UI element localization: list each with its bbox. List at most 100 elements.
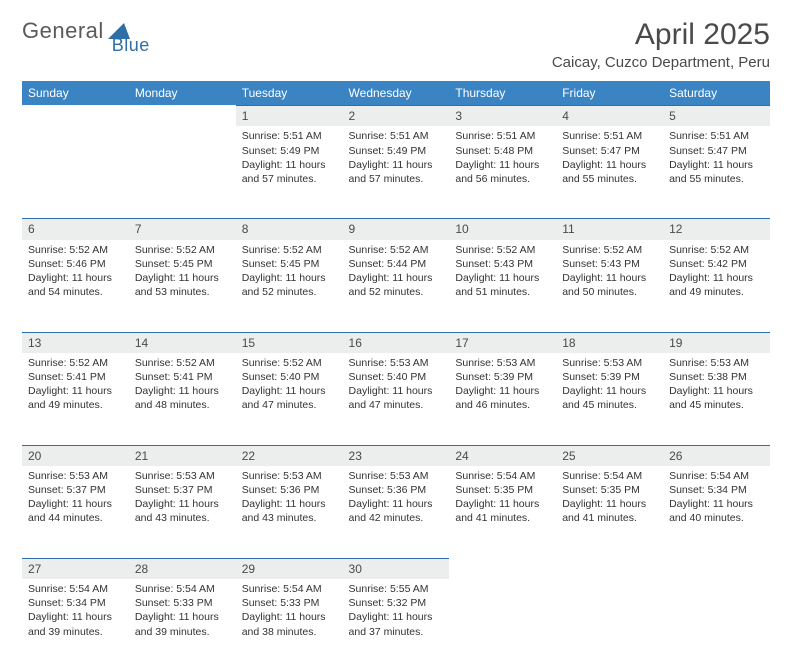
sunrise-text: Sunrise: 5:52 AM <box>349 243 444 257</box>
sunrise-text: Sunrise: 5:51 AM <box>242 129 337 143</box>
sunset-text: Sunset: 5:36 PM <box>242 483 337 497</box>
day-content: Sunrise: 5:53 AMSunset: 5:38 PMDaylight:… <box>663 353 770 419</box>
location-text: Caicay, Cuzco Department, Peru <box>552 54 770 71</box>
sunset-text: Sunset: 5:46 PM <box>28 257 123 271</box>
sunset-text: Sunset: 5:44 PM <box>349 257 444 271</box>
day-cell <box>22 126 129 218</box>
day-number: 29 <box>236 558 343 579</box>
sunset-text: Sunset: 5:39 PM <box>562 370 657 384</box>
sunrise-text: Sunrise: 5:51 AM <box>349 129 444 143</box>
daynum-cell: 9 <box>343 218 450 239</box>
sunset-text: Sunset: 5:37 PM <box>28 483 123 497</box>
day-cell: Sunrise: 5:54 AMSunset: 5:33 PMDaylight:… <box>129 579 236 671</box>
sunset-text: Sunset: 5:37 PM <box>135 483 230 497</box>
day-cell: Sunrise: 5:53 AMSunset: 5:36 PMDaylight:… <box>236 466 343 558</box>
sunset-text: Sunset: 5:43 PM <box>562 257 657 271</box>
day-number: 22 <box>236 445 343 466</box>
daynum-cell: 10 <box>449 218 556 239</box>
daynum-cell: 6 <box>22 218 129 239</box>
day-content: Sunrise: 5:52 AMSunset: 5:41 PMDaylight:… <box>22 353 129 419</box>
day-cell: Sunrise: 5:51 AMSunset: 5:47 PMDaylight:… <box>556 126 663 218</box>
day-number: 30 <box>343 558 450 579</box>
daylight-text: Daylight: 11 hours and 52 minutes. <box>349 271 444 299</box>
sunrise-text: Sunrise: 5:53 AM <box>28 469 123 483</box>
sunrise-text: Sunrise: 5:52 AM <box>28 243 123 257</box>
day-number: 26 <box>663 445 770 466</box>
day-content: Sunrise: 5:52 AMSunset: 5:45 PMDaylight:… <box>236 240 343 306</box>
sunset-text: Sunset: 5:33 PM <box>135 596 230 610</box>
daynum-cell: 18 <box>556 332 663 353</box>
daynum-cell: 13 <box>22 332 129 353</box>
daynum-cell: 16 <box>343 332 450 353</box>
day-number: 13 <box>22 332 129 353</box>
day-cell: Sunrise: 5:51 AMSunset: 5:47 PMDaylight:… <box>663 126 770 218</box>
day-number: 28 <box>129 558 236 579</box>
sunset-text: Sunset: 5:49 PM <box>242 144 337 158</box>
sunset-text: Sunset: 5:34 PM <box>669 483 764 497</box>
daynum-cell: 14 <box>129 332 236 353</box>
sunrise-text: Sunrise: 5:51 AM <box>669 129 764 143</box>
day-number: 21 <box>129 445 236 466</box>
day-content: Sunrise: 5:53 AMSunset: 5:36 PMDaylight:… <box>236 466 343 532</box>
sunset-text: Sunset: 5:47 PM <box>669 144 764 158</box>
day-number: 19 <box>663 332 770 353</box>
daynum-row: 13141516171819 <box>22 332 770 353</box>
sunrise-text: Sunrise: 5:52 AM <box>135 356 230 370</box>
daynum-cell: 15 <box>236 332 343 353</box>
sunrise-text: Sunrise: 5:53 AM <box>349 469 444 483</box>
daylight-text: Daylight: 11 hours and 49 minutes. <box>669 271 764 299</box>
sunrise-text: Sunrise: 5:52 AM <box>135 243 230 257</box>
daylight-text: Daylight: 11 hours and 46 minutes. <box>455 384 550 412</box>
day-content: Sunrise: 5:51 AMSunset: 5:47 PMDaylight:… <box>663 126 770 192</box>
sunrise-text: Sunrise: 5:52 AM <box>242 243 337 257</box>
day-cell: Sunrise: 5:54 AMSunset: 5:35 PMDaylight:… <box>556 466 663 558</box>
day-cell: Sunrise: 5:55 AMSunset: 5:32 PMDaylight:… <box>343 579 450 671</box>
daynum-cell: 20 <box>22 445 129 466</box>
day-content: Sunrise: 5:52 AMSunset: 5:45 PMDaylight:… <box>129 240 236 306</box>
day-number: 14 <box>129 332 236 353</box>
sunrise-text: Sunrise: 5:55 AM <box>349 582 444 596</box>
day-cell: Sunrise: 5:51 AMSunset: 5:49 PMDaylight:… <box>343 126 450 218</box>
day-cell: Sunrise: 5:52 AMSunset: 5:44 PMDaylight:… <box>343 240 450 332</box>
daylight-text: Daylight: 11 hours and 51 minutes. <box>455 271 550 299</box>
sunset-text: Sunset: 5:35 PM <box>562 483 657 497</box>
daynum-cell <box>663 558 770 579</box>
day-number: 18 <box>556 332 663 353</box>
day-cell: Sunrise: 5:53 AMSunset: 5:39 PMDaylight:… <box>556 353 663 445</box>
day-number: 27 <box>22 558 129 579</box>
day-cell: Sunrise: 5:52 AMSunset: 5:43 PMDaylight:… <box>449 240 556 332</box>
daylight-text: Daylight: 11 hours and 45 minutes. <box>669 384 764 412</box>
day-cell: Sunrise: 5:52 AMSunset: 5:45 PMDaylight:… <box>236 240 343 332</box>
daylight-text: Daylight: 11 hours and 39 minutes. <box>28 610 123 638</box>
day-number: 24 <box>449 445 556 466</box>
day-content: Sunrise: 5:53 AMSunset: 5:37 PMDaylight:… <box>22 466 129 532</box>
sunrise-text: Sunrise: 5:51 AM <box>455 129 550 143</box>
daynum-cell <box>449 558 556 579</box>
content-row: Sunrise: 5:51 AMSunset: 5:49 PMDaylight:… <box>22 126 770 218</box>
sunset-text: Sunset: 5:42 PM <box>669 257 764 271</box>
daynum-cell: 30 <box>343 558 450 579</box>
daynum-cell <box>22 105 129 126</box>
content-row: Sunrise: 5:53 AMSunset: 5:37 PMDaylight:… <box>22 466 770 558</box>
daynum-cell: 29 <box>236 558 343 579</box>
daynum-cell: 3 <box>449 105 556 126</box>
daylight-text: Daylight: 11 hours and 57 minutes. <box>242 158 337 186</box>
daylight-text: Daylight: 11 hours and 49 minutes. <box>28 384 123 412</box>
day-header: Wednesday <box>343 81 450 105</box>
day-content: Sunrise: 5:51 AMSunset: 5:49 PMDaylight:… <box>343 126 450 192</box>
day-number: 23 <box>343 445 450 466</box>
day-number: 4 <box>556 105 663 126</box>
day-content: Sunrise: 5:53 AMSunset: 5:39 PMDaylight:… <box>556 353 663 419</box>
day-number: 17 <box>449 332 556 353</box>
sunset-text: Sunset: 5:48 PM <box>455 144 550 158</box>
day-number: 15 <box>236 332 343 353</box>
day-content: Sunrise: 5:52 AMSunset: 5:46 PMDaylight:… <box>22 240 129 306</box>
day-cell <box>129 126 236 218</box>
day-content: Sunrise: 5:52 AMSunset: 5:44 PMDaylight:… <box>343 240 450 306</box>
day-cell: Sunrise: 5:53 AMSunset: 5:37 PMDaylight:… <box>22 466 129 558</box>
day-cell: Sunrise: 5:52 AMSunset: 5:45 PMDaylight:… <box>129 240 236 332</box>
daynum-cell: 5 <box>663 105 770 126</box>
sunrise-text: Sunrise: 5:54 AM <box>28 582 123 596</box>
day-cell <box>556 579 663 671</box>
day-number: 25 <box>556 445 663 466</box>
